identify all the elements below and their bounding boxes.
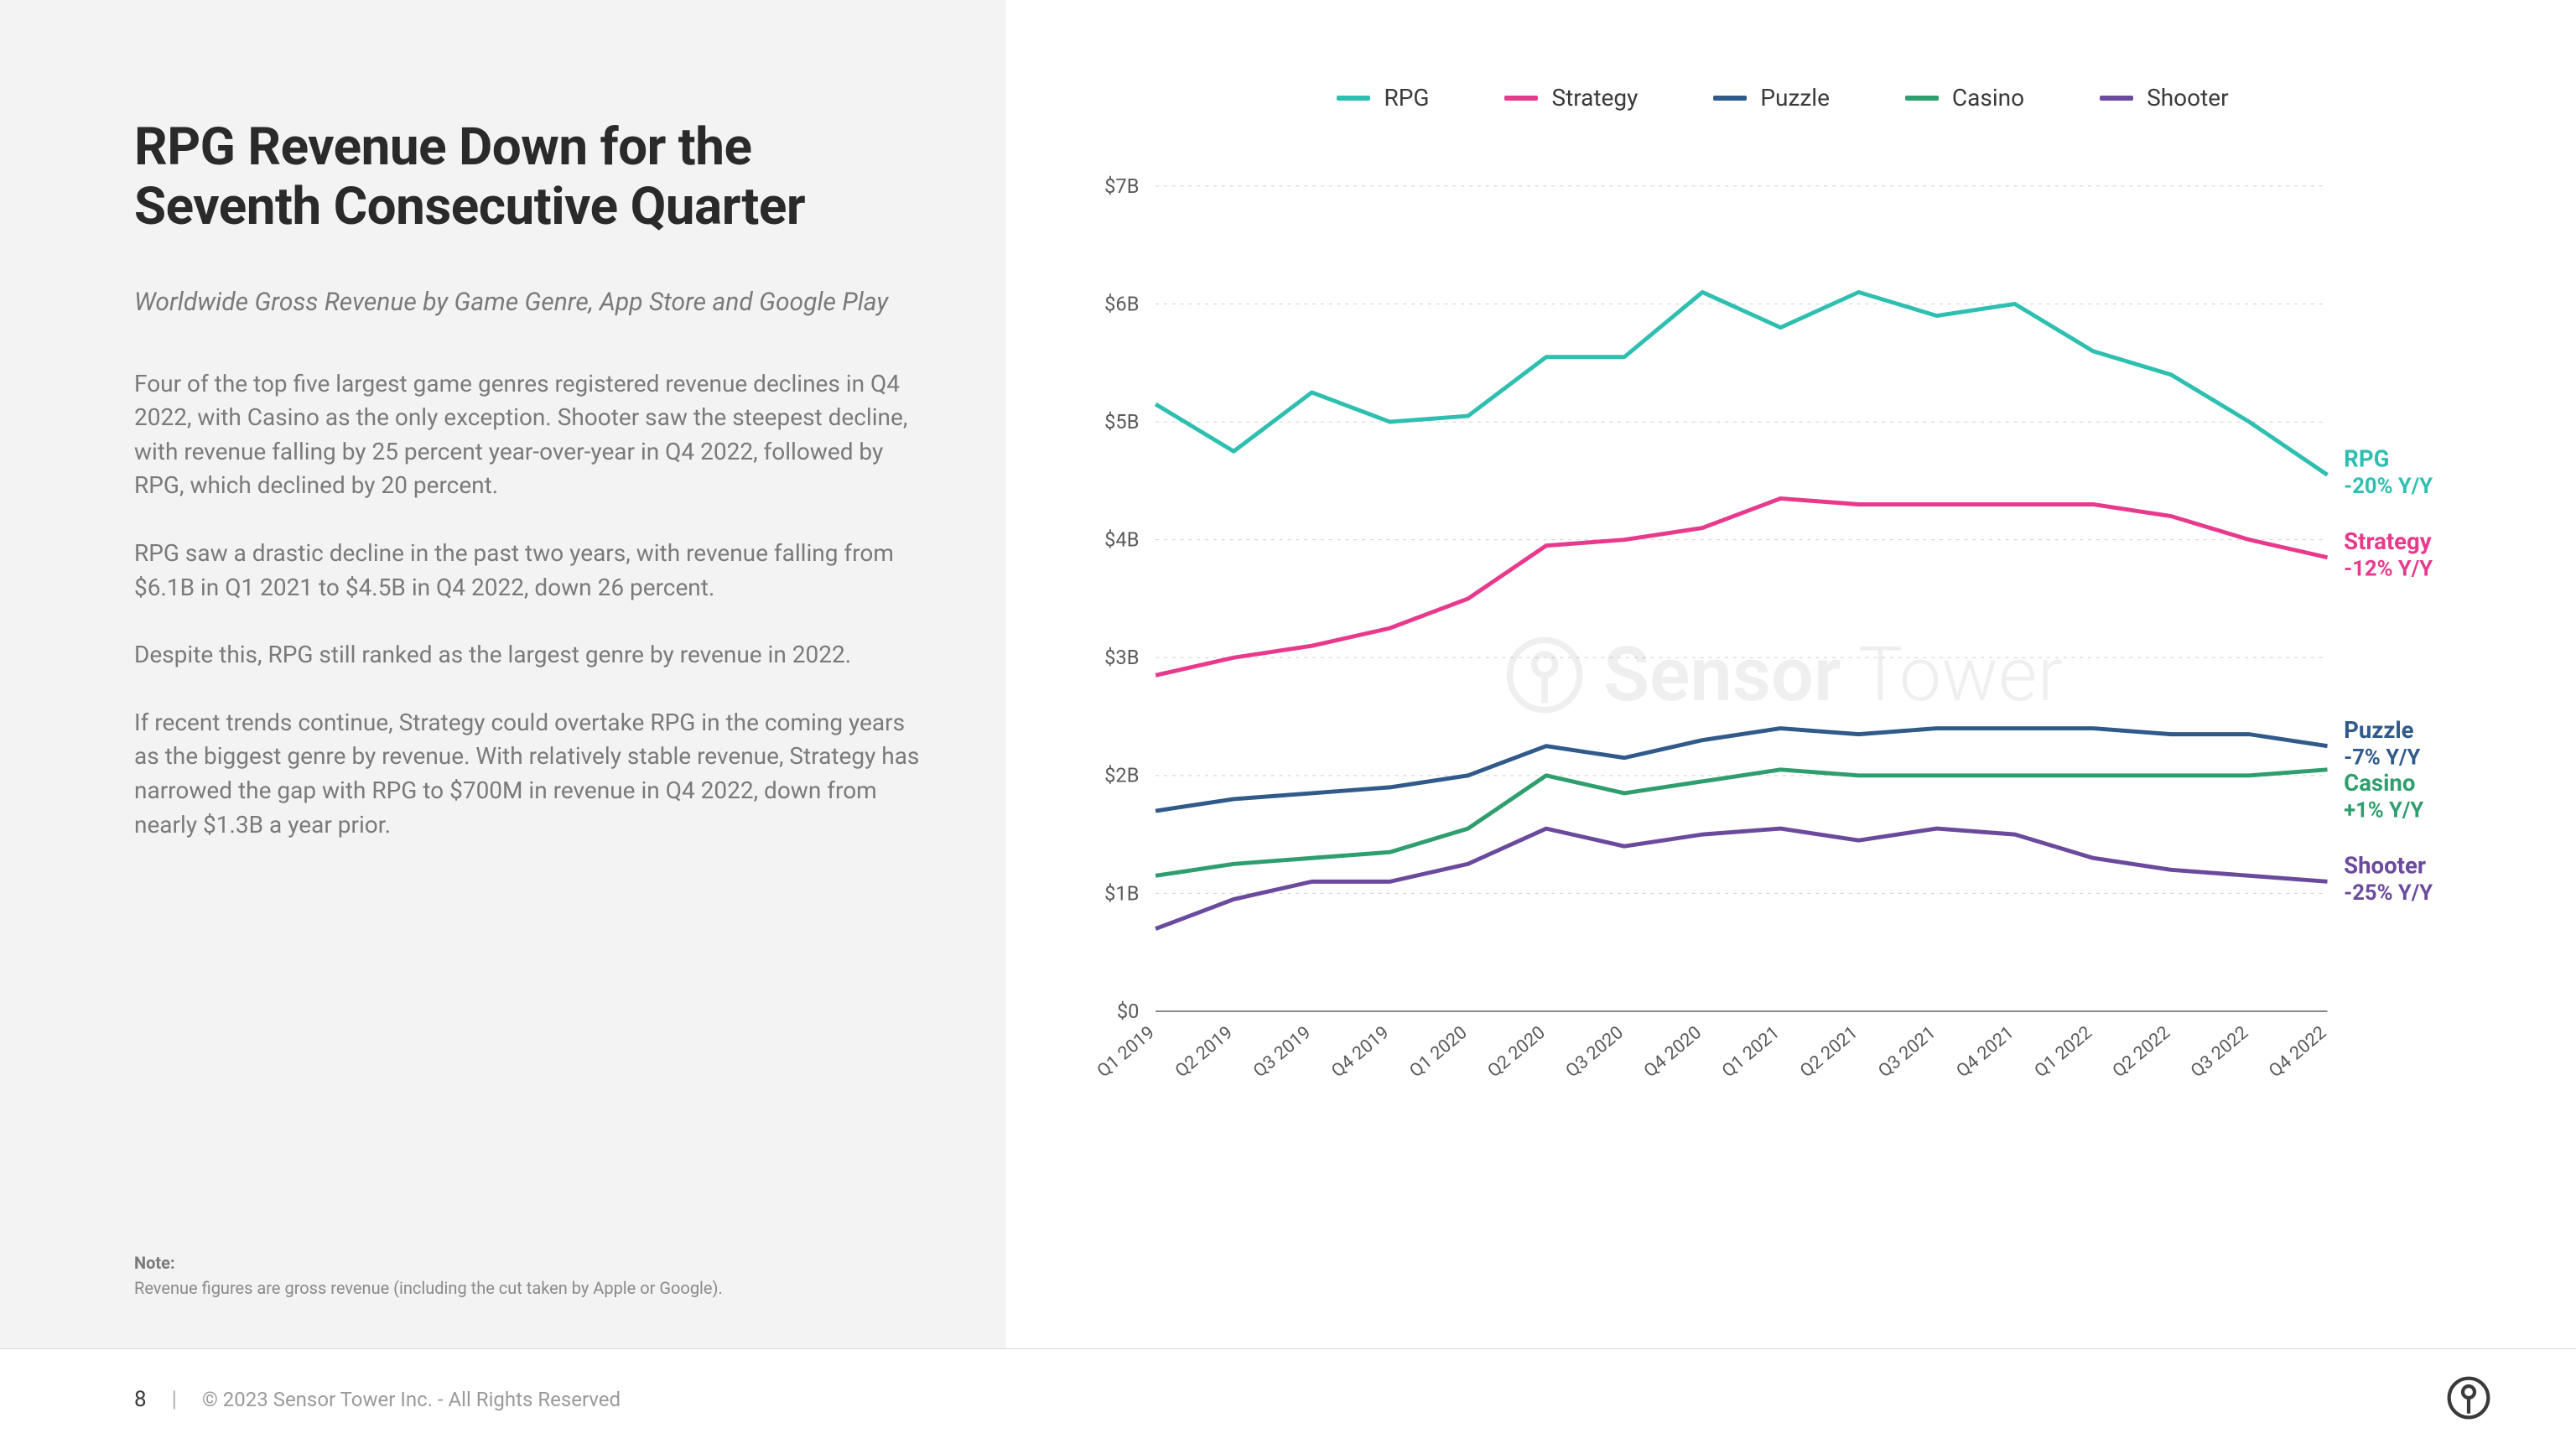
x-axis-label: Q3 2021 [1874,1022,1940,1082]
series-end-label: Casino [2344,769,2415,797]
chart-legend: RPG Strategy Puzzle Casino Shooter [1057,84,2509,112]
series-end-label: Puzzle [2344,716,2414,744]
series-line [1156,729,2327,811]
legend-label: RPG [1384,84,1429,112]
slide: RPG Revenue Down for the Seventh Consecu… [0,0,2576,1348]
y-axis-label: $7B [1104,174,1139,198]
y-axis-label: $6B [1104,292,1139,315]
page-title: RPG Revenue Down for the Seventh Consecu… [134,117,922,237]
legend-swatch [1504,96,1538,101]
page-number: 8 [134,1387,147,1412]
x-axis-label: Q3 2020 [1562,1022,1628,1082]
series-end-sublabel: -7% Y/Y [2344,745,2420,770]
series-end-label: RPG [2344,445,2389,473]
x-axis-label: Q1 2020 [1405,1022,1471,1082]
series-end-label: Shooter [2344,852,2426,880]
legend-swatch [1905,96,1939,101]
x-axis-label: Q2 2019 [1171,1022,1237,1082]
series-line [1156,828,2327,928]
footer-divider: | [172,1387,177,1412]
y-axis-label: $0 [1117,1000,1140,1023]
series-end-label: Strategy [2344,527,2432,555]
series-line [1156,292,2327,475]
chart-area: SensorTower $0$1B$2B$3B$4B$5B$6B$7BQ1 20… [1057,145,2509,1151]
body-paragraph: If recent trends continue, Strategy coul… [134,706,922,842]
x-axis-label: Q4 2019 [1327,1022,1393,1082]
body-paragraph: Despite this, RPG still ranked as the la… [134,638,922,673]
x-axis-label: Q2 2022 [2109,1022,2174,1082]
y-axis-label: $2B [1104,764,1139,787]
x-axis-label: Q4 2020 [1640,1022,1706,1082]
note-text: Revenue figures are gross revenue (inclu… [134,1278,922,1298]
legend-item: RPG [1337,84,1429,112]
footer-logo-icon [2445,1374,2492,1425]
y-axis-label: $1B [1104,881,1139,905]
legend-label: Casino [1952,84,2024,112]
x-axis-label: Q2 2021 [1796,1022,1862,1082]
body-copy: Four of the top five largest game genres… [134,367,922,876]
x-axis-label: Q3 2022 [2187,1022,2252,1082]
legend-item: Strategy [1504,84,1638,112]
body-paragraph: Four of the top five largest game genres… [134,367,922,503]
series-line [1156,498,2327,675]
y-axis-label: $3B [1104,646,1139,669]
left-panel: RPG Revenue Down for the Seventh Consecu… [0,0,1006,1348]
series-end-sublabel: -20% Y/Y [2344,474,2433,499]
y-axis-label: $4B [1104,528,1139,552]
copyright: © 2023 Sensor Tower Inc. - All Rights Re… [202,1388,621,1411]
body-paragraph: RPG saw a drastic decline in the past tw… [134,537,922,605]
x-axis-label: Q2 2020 [1484,1022,1550,1082]
legend-swatch [2100,96,2133,101]
x-axis-label: Q1 2022 [2031,1022,2096,1082]
series-line [1156,770,2327,876]
x-axis-label: Q4 2021 [1953,1022,2018,1082]
legend-label: Shooter [2147,84,2228,112]
line-chart: $0$1B$2B$3B$4B$5B$6B$7BQ1 2019Q2 2019Q3 … [1057,145,2509,1151]
x-axis-label: Q3 2019 [1249,1022,1315,1082]
x-axis-label: Q4 2022 [2265,1022,2330,1082]
series-end-sublabel: -25% Y/Y [2344,880,2433,906]
chart-panel: RPGStrategyPuzzleCasinoShooter SensorTow… [1006,0,2576,1348]
legend-item: Puzzle [1713,84,1830,112]
legend-label: Strategy [1551,84,1638,112]
legend-swatch [1337,96,1370,101]
legend-item: Casino [1905,84,2024,112]
legend-swatch [1713,96,1747,101]
legend-item: Shooter [2100,84,2228,112]
x-axis-label: Q1 2021 [1718,1022,1784,1082]
series-end-sublabel: +1% Y/Y [2344,797,2423,823]
x-axis-label: Q1 2019 [1093,1022,1159,1082]
note-label: Note: [134,1253,922,1273]
y-axis-label: $5B [1104,410,1139,434]
footer: 8 | © 2023 Sensor Tower Inc. - All Right… [0,1348,2576,1449]
legend-label: Puzzle [1760,84,1830,112]
series-end-sublabel: -12% Y/Y [2344,556,2433,581]
subtitle: Worldwide Gross Revenue by Game Genre, A… [134,288,922,317]
